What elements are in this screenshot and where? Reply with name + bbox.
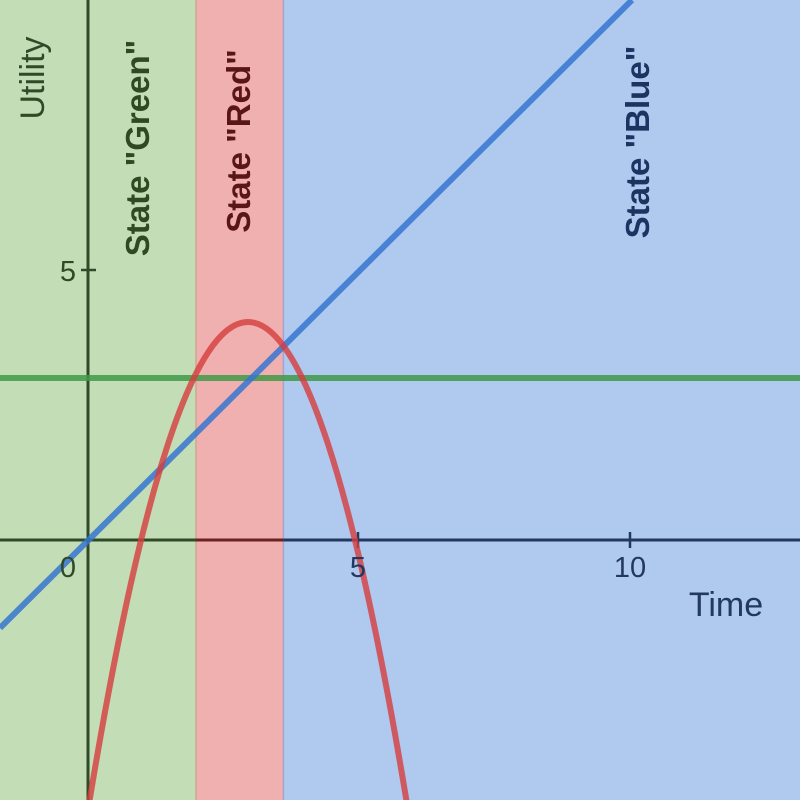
series-blue-line	[0, 0, 635, 631]
y-axis-label: Utility	[14, 36, 52, 119]
tick-label-y5: 5	[60, 256, 76, 288]
region-label-red: State "Red"	[220, 49, 257, 233]
series-red-parabola	[86, 319, 410, 800]
tick-label-x10: 10	[614, 552, 646, 584]
tick-label-x0: 0	[60, 552, 76, 584]
region-label-green: State "Green"	[119, 40, 156, 257]
region-blue	[283, 0, 800, 800]
region-red	[196, 0, 284, 800]
region-label-blue: State "Blue"	[619, 46, 656, 239]
tick-label-x5: 5	[350, 552, 366, 584]
x-axis-label: Time	[689, 586, 763, 624]
region-green	[0, 0, 196, 800]
